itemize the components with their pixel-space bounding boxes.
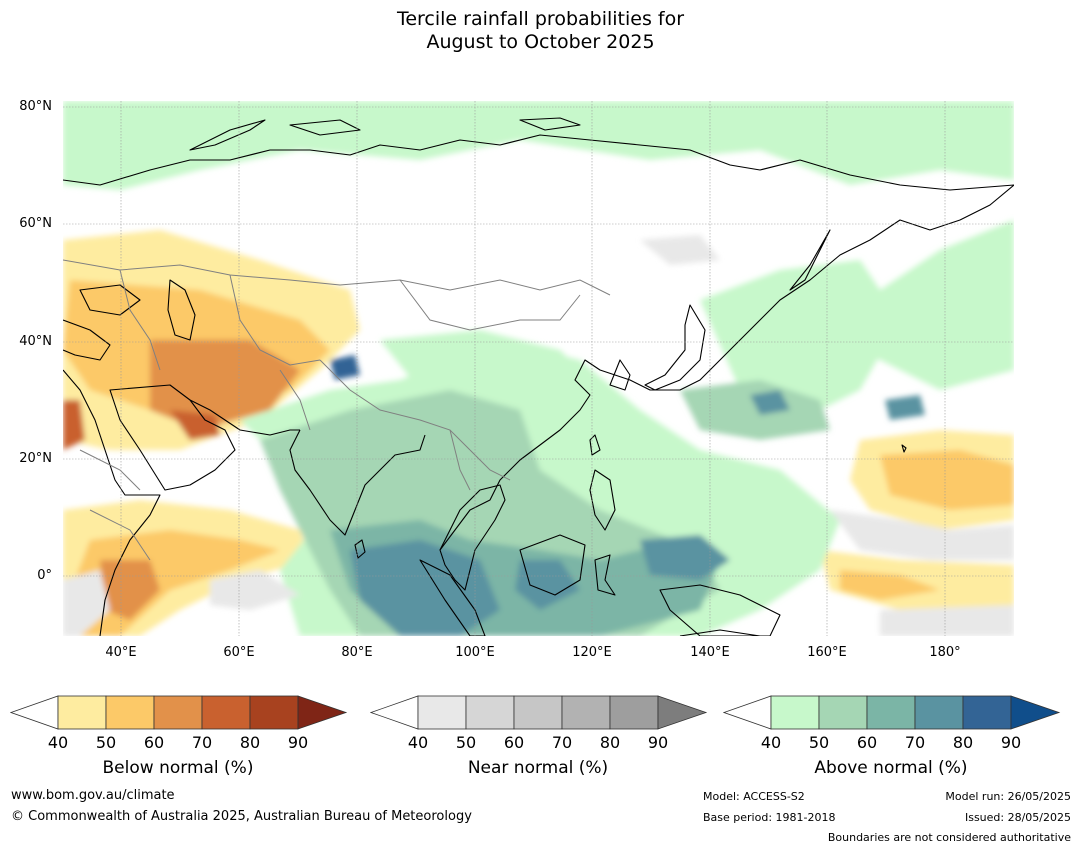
colorbar-tick-label: 60	[143, 733, 165, 752]
colorbar-segment	[465, 695, 515, 730]
colorbar-segment	[417, 695, 467, 730]
copyright-text: © Commonwealth of Australia 2025, Austra…	[11, 809, 472, 824]
colorbar-segment	[201, 695, 251, 730]
colorbar-segment	[561, 695, 611, 730]
colorbar-segment	[105, 695, 155, 730]
lat-label-80n: 80°N	[19, 99, 52, 114]
colorbar-tick-label: 50	[95, 733, 117, 752]
base-period: Base period: 1981-2018	[703, 811, 836, 824]
lat-label-0: 0°	[37, 568, 52, 583]
lat-label-20n: 20°N	[19, 451, 52, 466]
near-normal-colorbar	[370, 695, 708, 730]
colorbar-tick-label: 80	[599, 733, 621, 752]
lon-label-60e: 60°E	[223, 645, 255, 660]
colorbar-segment	[153, 695, 203, 730]
colorbar-extend-high	[657, 695, 708, 730]
model-run-date: Model run: 26/05/2025	[945, 790, 1071, 803]
colorbar-tick-label: 80	[952, 733, 974, 752]
colorbar-tick-label: 80	[239, 733, 261, 752]
colorbar-tick-label: 90	[1000, 733, 1022, 752]
lon-label-160e: 160°E	[807, 645, 847, 660]
map-gridlines	[63, 101, 1014, 636]
colorbar-tick-label: 50	[455, 733, 477, 752]
lon-label-40e: 40°E	[105, 645, 137, 660]
lat-label-40n: 40°N	[19, 334, 52, 349]
country-borders	[63, 259, 611, 561]
above-normal-caption: Above normal (%)	[814, 758, 968, 778]
colorbar-segment	[962, 695, 1012, 730]
colorbar-tick-label: 90	[647, 733, 669, 752]
colorbar-tick-label: 60	[856, 733, 878, 752]
colorbar-segment	[914, 695, 964, 730]
lon-label-100e: 100°E	[455, 645, 495, 660]
colorbar-tick-label: 40	[47, 733, 69, 752]
colorbar-extend-low	[370, 695, 419, 730]
above-normal-colorbar	[723, 695, 1061, 730]
colorbar-extend-high	[297, 695, 348, 730]
colorbar-tick-label: 70	[904, 733, 926, 752]
colorbar-segment	[249, 695, 299, 730]
below-normal-colorbar	[10, 695, 348, 730]
rainfall-probability-map	[63, 101, 1014, 636]
colorbar-segment	[770, 695, 820, 730]
lat-label-60n: 60°N	[19, 216, 52, 231]
colorbar-tick-label: 70	[551, 733, 573, 752]
colorbar-extend-low	[723, 695, 772, 730]
colorbar-tick-label: 90	[287, 733, 309, 752]
colorbar-tick-label: 70	[191, 733, 213, 752]
lon-label-80e: 80°E	[341, 645, 373, 660]
coastlines	[63, 117, 1014, 636]
colorbar-segment	[609, 695, 659, 730]
colorbar-tick-label: 50	[808, 733, 830, 752]
lon-label-140e: 140°E	[690, 645, 730, 660]
chart-title: Tercile rainfall probabilities for Augus…	[0, 8, 1081, 54]
title-line-2: August to October 2025	[426, 31, 655, 53]
model-name: Model: ACCESS-S2	[703, 790, 805, 803]
colorbar-tick-label: 60	[503, 733, 525, 752]
lon-label-120e: 120°E	[572, 645, 612, 660]
probability-shading	[63, 101, 1014, 636]
colorbar-segment	[866, 695, 916, 730]
title-line-1: Tercile rainfall probabilities for	[396, 8, 685, 30]
colorbar-segment	[513, 695, 563, 730]
colorbar-extend-high	[1010, 695, 1061, 730]
boundaries-disclaimer: Boundaries are not considered authoritat…	[827, 831, 1071, 844]
colorbar-segment	[57, 695, 107, 730]
colorbar-tick-label: 40	[407, 733, 429, 752]
lon-label-180: 180°	[929, 645, 961, 660]
website-link[interactable]: www.bom.gov.au/climate	[11, 788, 175, 803]
colorbar-segment	[818, 695, 868, 730]
issued-date: Issued: 28/05/2025	[964, 811, 1071, 824]
colorbar-tick-label: 40	[760, 733, 782, 752]
colorbar-extend-low	[10, 695, 59, 730]
below-normal-caption: Below normal (%)	[102, 758, 254, 778]
near-normal-caption: Near normal (%)	[467, 758, 609, 778]
